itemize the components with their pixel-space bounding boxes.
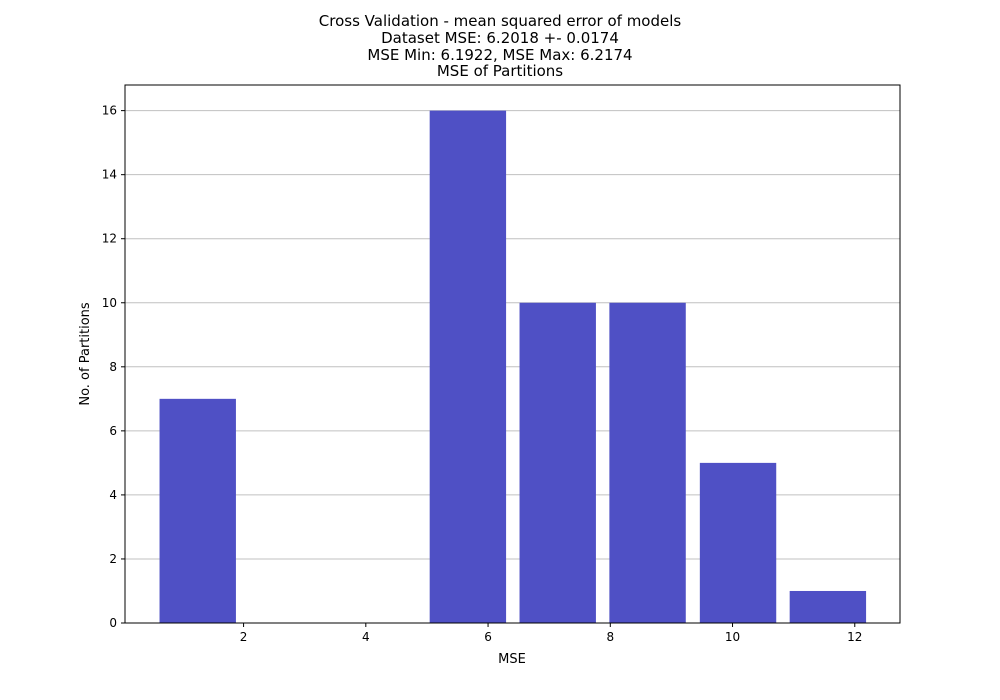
- y-axis-label: No. of Partitions: [78, 302, 93, 406]
- bar-0: [159, 398, 236, 623]
- bar-7: [789, 590, 867, 623]
- x-tick-label: 2: [240, 630, 248, 644]
- bar-3: [429, 110, 507, 624]
- plot-frame: [124, 84, 901, 624]
- x-tick-label: 10: [725, 630, 740, 644]
- y-tick-label: 12: [102, 232, 117, 246]
- bar-4: [519, 302, 596, 623]
- chart-title: Cross Validation - mean squared error of…: [319, 12, 682, 80]
- x-tick-label: 6: [484, 630, 492, 644]
- bar-5: [609, 302, 686, 623]
- y-tick-label: 14: [102, 168, 117, 182]
- title-line-2: Dataset MSE: 6.2018 +- 0.0174: [381, 29, 619, 47]
- x-tick-label: 4: [362, 630, 370, 644]
- x-axis-label: MSE: [498, 652, 526, 667]
- y-tick-label: 10: [102, 296, 117, 310]
- title-line-3: MSE Min: 6.1922, MSE Max: 6.2174: [367, 46, 632, 64]
- gridlines: [125, 110, 900, 624]
- title-line-4: MSE of Partitions: [437, 62, 563, 80]
- y-axis-ticks: 0 2 4 6 8 10 12 14 16: [102, 104, 125, 630]
- x-tick-label: 8: [606, 630, 614, 644]
- title-line-1: Cross Validation - mean squared error of…: [319, 12, 682, 30]
- y-tick-label: 4: [109, 488, 117, 502]
- bars: [159, 110, 867, 624]
- bar-6: [699, 462, 777, 623]
- y-tick-label: 6: [109, 424, 117, 438]
- y-tick-label: 0: [109, 616, 117, 630]
- x-tick-label: 12: [847, 630, 862, 644]
- x-axis-ticks: 2 4 6 8 10 12: [240, 623, 862, 644]
- y-tick-label: 16: [102, 104, 117, 118]
- y-tick-label: 8: [109, 360, 117, 374]
- y-tick-label: 2: [109, 552, 117, 566]
